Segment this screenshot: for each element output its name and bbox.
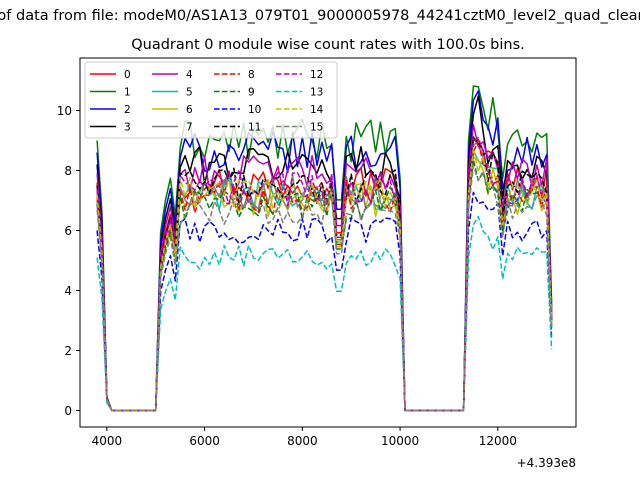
series-line-3: [96, 95, 553, 412]
y-tick-label: 4: [64, 284, 72, 298]
x-tick-label: 6000: [189, 434, 220, 448]
series-line-15: [96, 165, 553, 412]
y-tick-label: 0: [64, 404, 72, 418]
series-line-13: [96, 215, 553, 412]
legend-label-10: 10: [248, 104, 261, 116]
series-line-2: [96, 90, 553, 412]
legend-label-9: 9: [248, 87, 255, 99]
y-tick-label: 2: [64, 344, 72, 358]
axes-frame: [79, 57, 577, 428]
x-tick-label: 10000: [381, 434, 419, 448]
legend-label-11: 11: [248, 122, 261, 134]
series-line-9: [96, 159, 553, 412]
legend-label-1: 1: [124, 87, 131, 99]
x-tick-label: 4000: [92, 434, 123, 448]
x-tick-label: 12000: [479, 434, 517, 448]
legend-label-14: 14: [310, 104, 324, 116]
plot-lines: [96, 85, 553, 412]
legend-label-12: 12: [310, 69, 323, 81]
legend-label-4: 4: [186, 69, 193, 81]
y-tick-label: 10: [57, 104, 72, 118]
x-axis-offset-label: +4.393e8: [517, 456, 576, 470]
y-tick-label: 8: [64, 164, 72, 178]
y-tick-label: 6: [64, 224, 72, 238]
legend-label-7: 7: [186, 122, 193, 134]
legend-label-5: 5: [186, 87, 193, 99]
legend-label-0: 0: [124, 69, 131, 81]
series-line-10: [96, 191, 553, 412]
legend-label-8: 8: [248, 69, 255, 81]
series-line-12: [96, 137, 553, 412]
legend-label-3: 3: [124, 122, 131, 134]
x-tick-label: 8000: [287, 434, 318, 448]
legend-label-15: 15: [310, 122, 323, 134]
series-line-8: [96, 138, 553, 412]
x-axis: 4000 6000 8000 10000 12000: [92, 427, 517, 448]
y-axis: 0 2 4 6 8 10: [57, 104, 80, 418]
legend-box: [84, 61, 338, 139]
legend-label-13: 13: [310, 87, 323, 99]
chart-title: Quadrant 0 module wise count rates with …: [131, 37, 525, 53]
legend-label-6: 6: [186, 104, 193, 116]
legend-label-2: 2: [124, 104, 131, 116]
series-line-4: [96, 124, 553, 412]
figure-suptitle: Plot of data from file: modeM0/AS1A13_07…: [0, 8, 640, 24]
